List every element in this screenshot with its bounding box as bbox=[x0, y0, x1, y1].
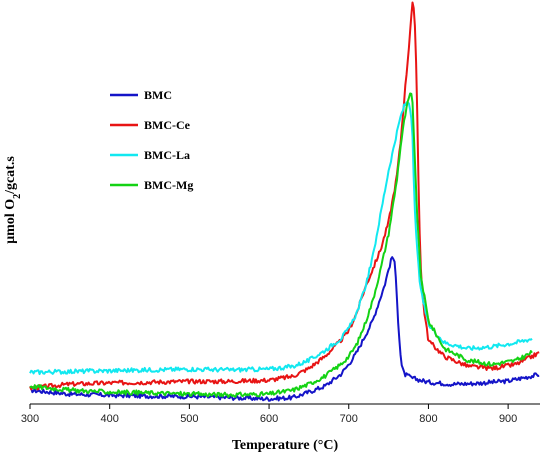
y-axis-label: μmol O2/gcat.s bbox=[3, 156, 23, 244]
y-axis-label-unit: /gcat.s bbox=[3, 156, 18, 195]
legend: BMC BMC-Ce BMC-La BMC-Mg bbox=[110, 88, 193, 192]
x-tick-label-400: 400 bbox=[101, 413, 119, 425]
legend-label-bmc: BMC bbox=[144, 88, 172, 102]
legend-label-bmc-mg: BMC-Mg bbox=[144, 178, 193, 192]
x-tick-labels: 300 400 500 600 700 800 900 bbox=[21, 413, 517, 425]
x-tick-label-600: 600 bbox=[260, 413, 278, 425]
series-line-bmc-ce bbox=[29, 1, 540, 391]
x-tick-label-700: 700 bbox=[340, 413, 358, 425]
x-axis-label: Temperature (°C) bbox=[232, 438, 339, 453]
series-line-bmc-mg bbox=[29, 92, 533, 399]
y-axis-label-main: μmol O bbox=[3, 199, 18, 244]
legend-label-bmc-la: BMC-La bbox=[144, 148, 190, 162]
x-tick-label-300: 300 bbox=[21, 413, 39, 425]
x-tick-label-900: 900 bbox=[499, 413, 517, 425]
x-tick-label-500: 500 bbox=[180, 413, 198, 425]
legend-label-bmc-ce: BMC-Ce bbox=[144, 118, 191, 132]
series-line-bmc bbox=[29, 256, 540, 402]
x-ticks bbox=[29, 404, 509, 409]
series-line-bmc-la bbox=[29, 101, 533, 376]
x-tick-label-800: 800 bbox=[419, 413, 437, 425]
plot-lines bbox=[29, 1, 540, 402]
y-axis-label-subscript: 2 bbox=[12, 194, 23, 199]
